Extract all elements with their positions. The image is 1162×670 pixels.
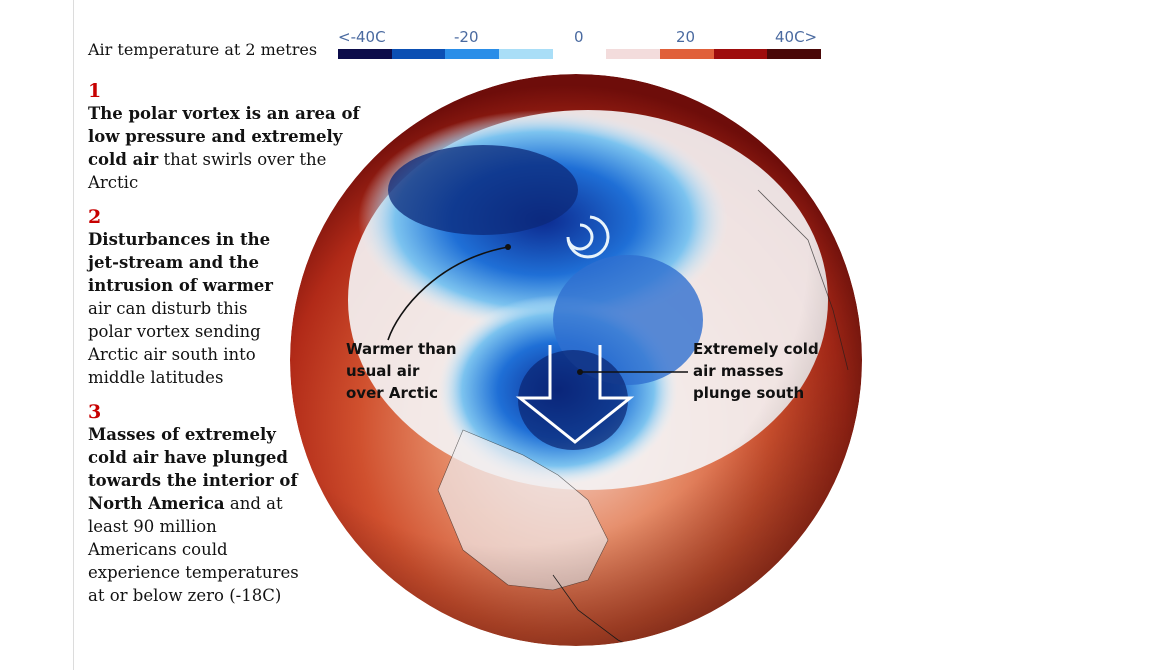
plunge-south-arrow — [515, 345, 635, 444]
scale-label-minus20: -20 — [454, 28, 479, 46]
globe-shading — [290, 74, 862, 646]
step-bold-text: The polar vortex is an area of low press… — [88, 104, 360, 169]
step-bold-text: Disturbances in the jet-stream and the i… — [88, 230, 273, 295]
warm-annotation-line: over Arctic — [346, 384, 438, 402]
legend-title: Air temperature at 2 metres — [88, 40, 318, 59]
scale-label-zero: 0 — [574, 28, 584, 46]
step-text: Disturbances in the jet-stream and the i… — [88, 228, 273, 389]
scale-swatch — [660, 49, 714, 59]
step-number: 3 — [88, 401, 102, 423]
cold-annotation-line: Extremely cold — [693, 340, 819, 358]
step-bold-text: Masses of extremely cold air have plunge… — [88, 425, 298, 513]
scale-label-max: 40C> — [775, 28, 818, 46]
scale-label-min: <-40C — [338, 28, 386, 46]
scale-label-20: 20 — [676, 28, 696, 46]
scale-swatch — [391, 49, 446, 59]
warm-annotation-line: Warmer than — [346, 340, 457, 358]
warm-annotation-line: usual air — [346, 362, 420, 380]
globe-map — [290, 74, 862, 646]
step-number: 2 — [88, 206, 102, 228]
scale-swatch — [445, 49, 500, 59]
step-plain-text: air can disturb this polar vortex sendin… — [88, 299, 261, 387]
scale-swatch — [713, 49, 768, 59]
scale-swatch — [338, 49, 392, 59]
cold-annotation-line: air masses — [693, 362, 784, 380]
cold-air-marker — [577, 369, 583, 375]
step-3: 3 Masses of extremely cold air have plun… — [88, 401, 378, 607]
step-text: The polar vortex is an area of low press… — [88, 102, 378, 194]
scale-swatch — [767, 49, 822, 59]
scale-bar — [338, 49, 822, 59]
left-rule — [73, 0, 74, 670]
step-plain-text: that swirls over the Arctic — [88, 150, 327, 192]
step-plain-text: and at least 90 million Americans could … — [88, 494, 299, 605]
cold-air-annotation: Extremely cold air masses plunge south — [693, 338, 819, 404]
step-2: 2 Disturbances in the jet-stream and the… — [88, 206, 378, 389]
temperature-scale: <-40C -20 0 20 40C> — [338, 28, 822, 60]
scale-swatch — [606, 49, 661, 59]
step-text: Masses of extremely cold air have plunge… — [88, 423, 310, 607]
scale-swatch — [499, 49, 553, 59]
step-1: 1 The polar vortex is an area of low pre… — [88, 80, 378, 194]
explanation-steps: 1 The polar vortex is an area of low pre… — [88, 80, 378, 619]
warm-air-leader-line — [387, 246, 509, 341]
warm-air-annotation: Warmer than usual air over Arctic — [346, 338, 457, 404]
warm-air-marker — [505, 244, 511, 250]
scale-swatch — [552, 49, 607, 59]
cold-annotation-line: plunge south — [693, 384, 805, 402]
step-number: 1 — [88, 80, 102, 102]
